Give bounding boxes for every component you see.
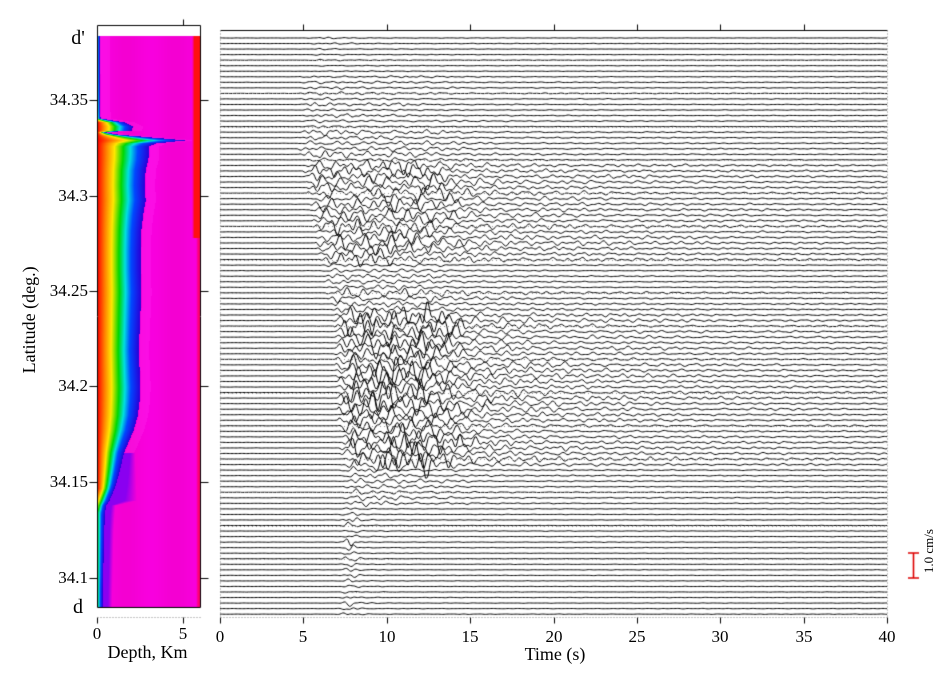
time-tick-label: 20 (545, 627, 563, 646)
left-panel-top-endpoint-label: d' (71, 27, 85, 49)
time-tick-label: 30 (711, 627, 729, 646)
left-panel-bottom-endpoint-label: d (73, 596, 83, 618)
latitude-tick-label: 34.1 (58, 568, 88, 587)
time-tick-label: 15 (461, 627, 479, 646)
latitude-tick-label: 34.3 (58, 186, 88, 205)
depth-tick-label: 0 (92, 624, 102, 643)
time-tick-label: 40 (878, 627, 896, 646)
amplitude-scale-label: 1.0 cm/s (920, 529, 936, 574)
latitude-tick-label: 34.35 (49, 90, 88, 109)
time-tick-label: 25 (628, 627, 646, 646)
time-tick-label: 5 (298, 627, 308, 646)
time-tick-label: 10 (378, 627, 396, 646)
depth-tick-label: 5 (178, 624, 188, 643)
time-tick-label: 35 (795, 627, 813, 646)
time-axis-label: Time (s) (524, 644, 586, 664)
time-tick-label: 0 (215, 627, 225, 646)
latitude-tick-label: 34.15 (49, 472, 88, 491)
latitude-tick-label: 34.25 (49, 281, 88, 300)
latitude-tick-label: 34.2 (58, 376, 88, 395)
depth-axis-label: Depth, Km (107, 642, 188, 662)
